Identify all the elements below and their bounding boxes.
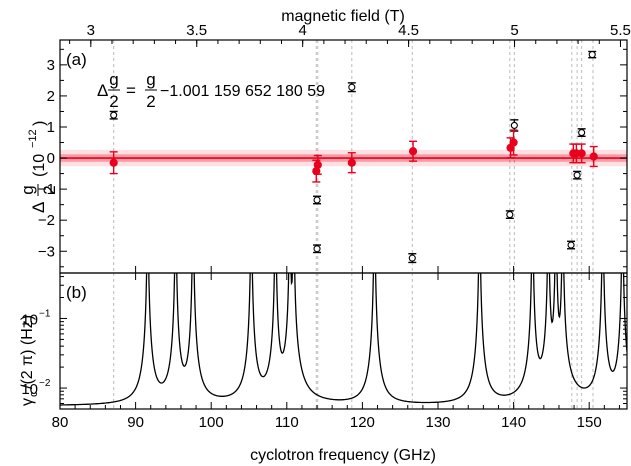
uncertainty-band — [60, 149, 627, 167]
panel-b-guide-lines — [113, 273, 594, 409]
x-tick-label: 120 — [350, 414, 375, 431]
data-point-filled — [577, 149, 586, 158]
x-tick-label: 100 — [199, 414, 224, 431]
top-tick-label: 4 — [299, 22, 307, 39]
y-tick-label: 0 — [47, 150, 55, 167]
data-point-filled — [313, 160, 322, 169]
y-label-num: g — [18, 185, 37, 194]
y-tick-label: −3 — [38, 243, 55, 260]
data-point-open — [578, 129, 586, 137]
y-label-rest: /(2 π) (Hz) — [19, 315, 36, 389]
g-factor-formula: Δ g 2 = g 2 −1.001 159 652 180 59 — [97, 70, 325, 111]
top-tick-label: 3.5 — [186, 22, 207, 39]
top-tick-label: 3 — [87, 22, 95, 39]
data-point-open — [348, 83, 356, 91]
data-point-filled — [408, 147, 418, 156]
panel-b-y-label: γ c /(2 π) (Hz) — [19, 315, 40, 406]
x-tick-label: 80 — [52, 414, 69, 431]
data-point-open — [567, 241, 575, 249]
formula-lhs-den: 2 — [109, 92, 118, 111]
y-label-close: ) — [31, 121, 48, 126]
panel-b-frame — [59, 272, 628, 410]
formula-value: −1.001 159 652 180 59 — [160, 83, 325, 100]
y-label-units: (10 — [31, 154, 48, 177]
x-tick-label: 140 — [501, 414, 526, 431]
top-tick-label: 4.5 — [398, 22, 419, 39]
x-tick-label: 150 — [577, 414, 602, 431]
data-point-open — [408, 254, 416, 262]
linewidth-curve — [60, 273, 627, 406]
y-tick-label: 3 — [47, 57, 55, 74]
log-y-tick-mantissa: 10 — [21, 311, 38, 328]
top-tick-label: 5 — [510, 22, 518, 39]
data-point-open — [313, 245, 321, 253]
y-label-sub: c — [28, 391, 40, 397]
panel-b-label: (b) — [66, 283, 87, 302]
log-y-tick-exp: −2 — [39, 378, 51, 389]
y-tick-label: 1 — [47, 119, 55, 136]
formula-delta: Δ — [97, 81, 108, 100]
data-point-open — [110, 111, 118, 119]
y-tick-label: −1 — [38, 181, 55, 198]
y-tick-label: 2 — [47, 88, 55, 105]
panel-a: −3 −2 −1 0 1 2 3 3 3.5 4 4.5 5 5.5 (a) magnetic fiel… — [18, 8, 631, 274]
x-axis-title: cyclotron frequency (GHz) — [250, 447, 436, 464]
panel-a-points — [109, 50, 598, 264]
data-point-open — [510, 121, 518, 129]
panel-a-y-label: Δ g 2 (10 −12 ) — [18, 121, 59, 213]
panel-a-ticks: −3 −2 −1 0 1 2 3 3 3.5 4 4.5 5 5.5 — [38, 22, 631, 273]
data-point-open — [313, 196, 321, 204]
y-label-gamma: γ — [19, 398, 36, 406]
data-point-filled — [109, 158, 118, 167]
linewidth-curve-group — [60, 273, 627, 406]
y-label-delta: Δ — [29, 202, 48, 213]
data-point-open — [573, 171, 581, 179]
formula-rhs-den: 2 — [146, 92, 155, 111]
data-point-filled — [509, 138, 518, 147]
data-point-filled — [589, 152, 598, 161]
x-tick-label: 110 — [275, 414, 299, 431]
formula-rhs-num: g — [146, 70, 155, 89]
x-tick-label: 130 — [425, 414, 450, 431]
y-label-exp: −12 — [27, 129, 39, 148]
formula-equals: = — [126, 81, 136, 100]
data-point-filled — [347, 158, 356, 167]
panel-a-label: (a) — [66, 50, 87, 69]
x-tick-label: 90 — [127, 414, 144, 431]
y-label-den: 2 — [40, 185, 59, 194]
y-tick-label: −2 — [38, 212, 55, 229]
top-axis-title: magnetic field (T) — [281, 8, 405, 25]
log-y-tick-mantissa: 10 — [21, 381, 38, 398]
log-y-tick-exp: −1 — [39, 308, 51, 319]
formula-lhs-num: g — [109, 70, 118, 89]
data-point-open — [588, 51, 596, 59]
top-tick-label: 5.5 — [610, 22, 631, 39]
data-point-open — [506, 211, 514, 219]
